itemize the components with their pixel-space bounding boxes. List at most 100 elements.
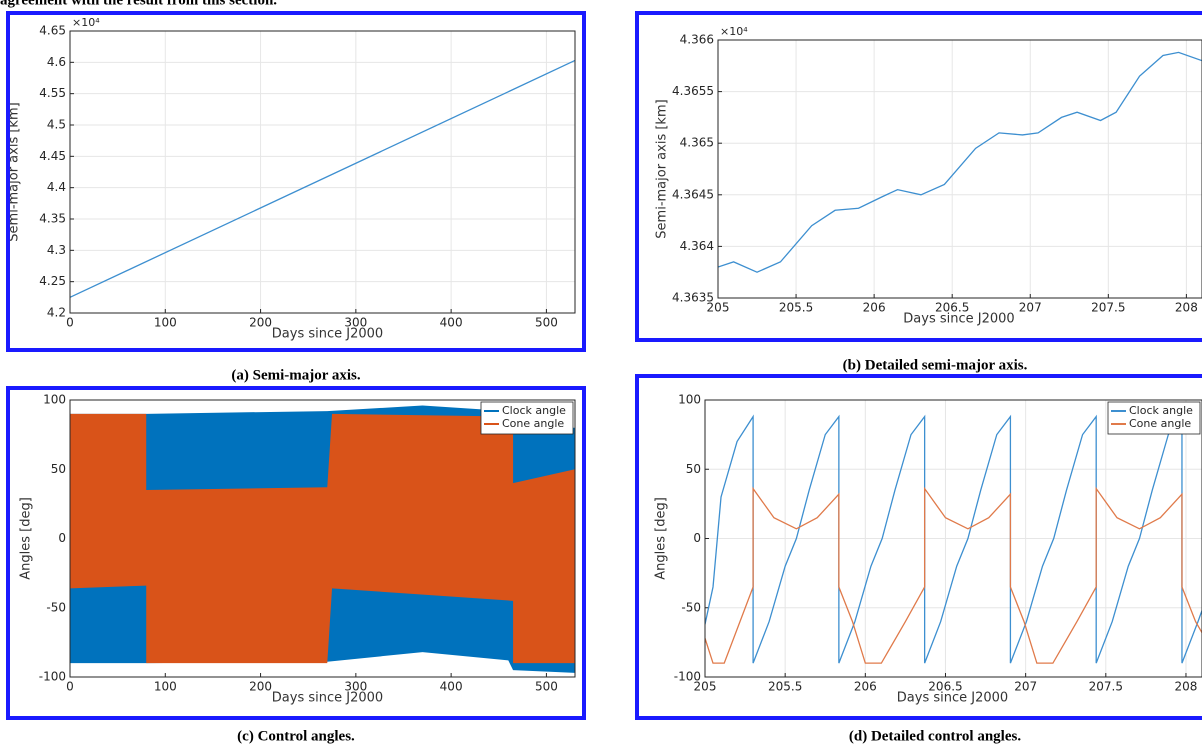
y-tick-label: -50 <box>46 600 66 614</box>
subfigure: 0 100 200 300 400 500 -100 -50 0 50 100 Days since … <box>6 386 586 744</box>
line <box>705 414 1202 664</box>
plot-area <box>70 59 575 298</box>
legend-box <box>480 401 574 435</box>
x-tick-label: 206.5 <box>935 301 969 315</box>
x-axis-label: Days since J2000 <box>897 691 1008 706</box>
x-tick-label: 400 <box>440 316 463 330</box>
x-tick-label: 206 <box>863 301 886 315</box>
x-tick-label: 0 <box>66 680 74 694</box>
x-tick-label: 200 <box>249 316 272 330</box>
y-tick-label: 4.365 <box>680 136 714 150</box>
y-tick-label: 50 <box>51 462 66 476</box>
y-tick-label: 4.4 <box>47 180 66 194</box>
x-tick-label: 205.5 <box>779 301 813 315</box>
y-tick-label: 4.366 <box>680 33 714 47</box>
subfigure: 205 205.5 206 206.5 207 207.5 208 4.3635 4.364 4.… <box>635 11 1202 373</box>
x-tick-label: 500 <box>535 316 558 330</box>
subfigure: 205 205.5 206 206.5 207 207.5 208 -100 -50 0 50 100… <box>635 374 1202 744</box>
y-tick-label: -50 <box>681 600 701 614</box>
axes-frame <box>717 39 1202 299</box>
x-tick-label: 0 <box>66 316 74 330</box>
y-tick-label: 4.35 <box>39 212 66 226</box>
y-tick-label: 4.3645 <box>672 187 714 201</box>
x-tick-label: 500 <box>535 680 558 694</box>
x-tick-label: 300 <box>344 316 367 330</box>
axes-background <box>70 31 575 313</box>
x-tick-label: 205 <box>707 301 730 315</box>
legend-label: Cone angle <box>1129 417 1191 430</box>
y-tick-label: 4.3655 <box>672 84 714 98</box>
figure-border <box>6 11 586 352</box>
y-tick-label: 4.364 <box>680 239 714 253</box>
body-text: agreement with the result from this sect… <box>0 0 277 8</box>
y-tick-label: 4.45 <box>39 149 66 163</box>
caption: (b) Detailed semi-major axis. <box>843 357 1028 373</box>
y-tick-label: 100 <box>678 393 701 407</box>
caption: (d) Detailed control angles. <box>849 728 1021 744</box>
legend-label: Cone angle <box>502 417 564 430</box>
line <box>705 486 1202 664</box>
y-tick-label: 100 <box>43 393 66 407</box>
x-tick-label: 207.5 <box>1091 301 1125 315</box>
y-axis-label: Angles [deg] <box>19 497 34 580</box>
axes-frame <box>69 30 576 314</box>
subfigure: 0 100 200 300 400 500 4.2 4.25 4.3 4.35 4.4 4.45 4.5… <box>6 11 586 383</box>
x-tick-label: 205.5 <box>768 680 802 694</box>
x-axis-label: Days since J2000 <box>272 327 383 342</box>
y-tick-label: 4.65 <box>39 24 66 38</box>
y-tick-label: 4.3 <box>47 243 66 257</box>
y-exponent: ×10⁴ <box>720 25 748 38</box>
y-tick-label: -100 <box>39 670 66 684</box>
axes-frame <box>704 399 1202 678</box>
x-tick-label: 206.5 <box>928 680 962 694</box>
y-axis-label: Semi-major axis [km] <box>655 99 670 238</box>
x-tick-label: 200 <box>249 680 272 694</box>
x-tick-label: 100 <box>154 316 177 330</box>
legend-label: Clock angle <box>1129 404 1193 417</box>
caption: (a) Semi-major axis. <box>231 367 361 383</box>
x-tick-label: 208 <box>1175 301 1198 315</box>
y-tick-label: -100 <box>674 670 701 684</box>
x-tick-label: 206 <box>854 680 877 694</box>
x-tick-label: 208 <box>1175 680 1198 694</box>
y-tick-label: 4.3635 <box>672 291 714 305</box>
legend-label: Clock angle <box>502 404 566 417</box>
band <box>70 413 575 664</box>
figure-border <box>6 386 586 720</box>
y-tick-label: 4.55 <box>39 86 66 100</box>
plot-area <box>705 414 1202 664</box>
y-tick-label: 4.6 <box>47 55 66 69</box>
x-tick-label: 207 <box>1019 301 1042 315</box>
y-tick-label: 4.2 <box>47 306 66 320</box>
x-tick-label: 207.5 <box>1089 680 1123 694</box>
x-tick-label: 400 <box>440 680 463 694</box>
axes-frame <box>69 399 576 678</box>
y-tick-label: 4.25 <box>39 274 66 288</box>
line <box>718 51 1202 273</box>
x-axis-label: Days since J2000 <box>903 312 1014 327</box>
x-axis-label: Days since J2000 <box>272 691 383 706</box>
y-axis-label: Semi-major axis [km] <box>7 102 22 241</box>
plot-area <box>70 405 575 673</box>
figure-border <box>635 374 1202 720</box>
y-tick-label: 0 <box>58 531 66 545</box>
figure-border <box>635 11 1202 342</box>
x-tick-label: 205 <box>694 680 717 694</box>
x-tick-label: 207 <box>1014 680 1037 694</box>
x-tick-label: 100 <box>154 680 177 694</box>
y-tick-label: 0 <box>693 531 701 545</box>
axes-background <box>718 40 1202 298</box>
y-tick-label: 4.5 <box>47 118 66 132</box>
y-axis-label: Angles [deg] <box>654 497 669 580</box>
line <box>70 59 575 298</box>
legend-box <box>1107 401 1201 435</box>
caption: (c) Control angles. <box>237 728 355 744</box>
y-tick-label: 50 <box>686 462 701 476</box>
y-exponent: ×10⁴ <box>72 16 100 29</box>
plot-area <box>718 51 1202 273</box>
x-tick-label: 300 <box>344 680 367 694</box>
